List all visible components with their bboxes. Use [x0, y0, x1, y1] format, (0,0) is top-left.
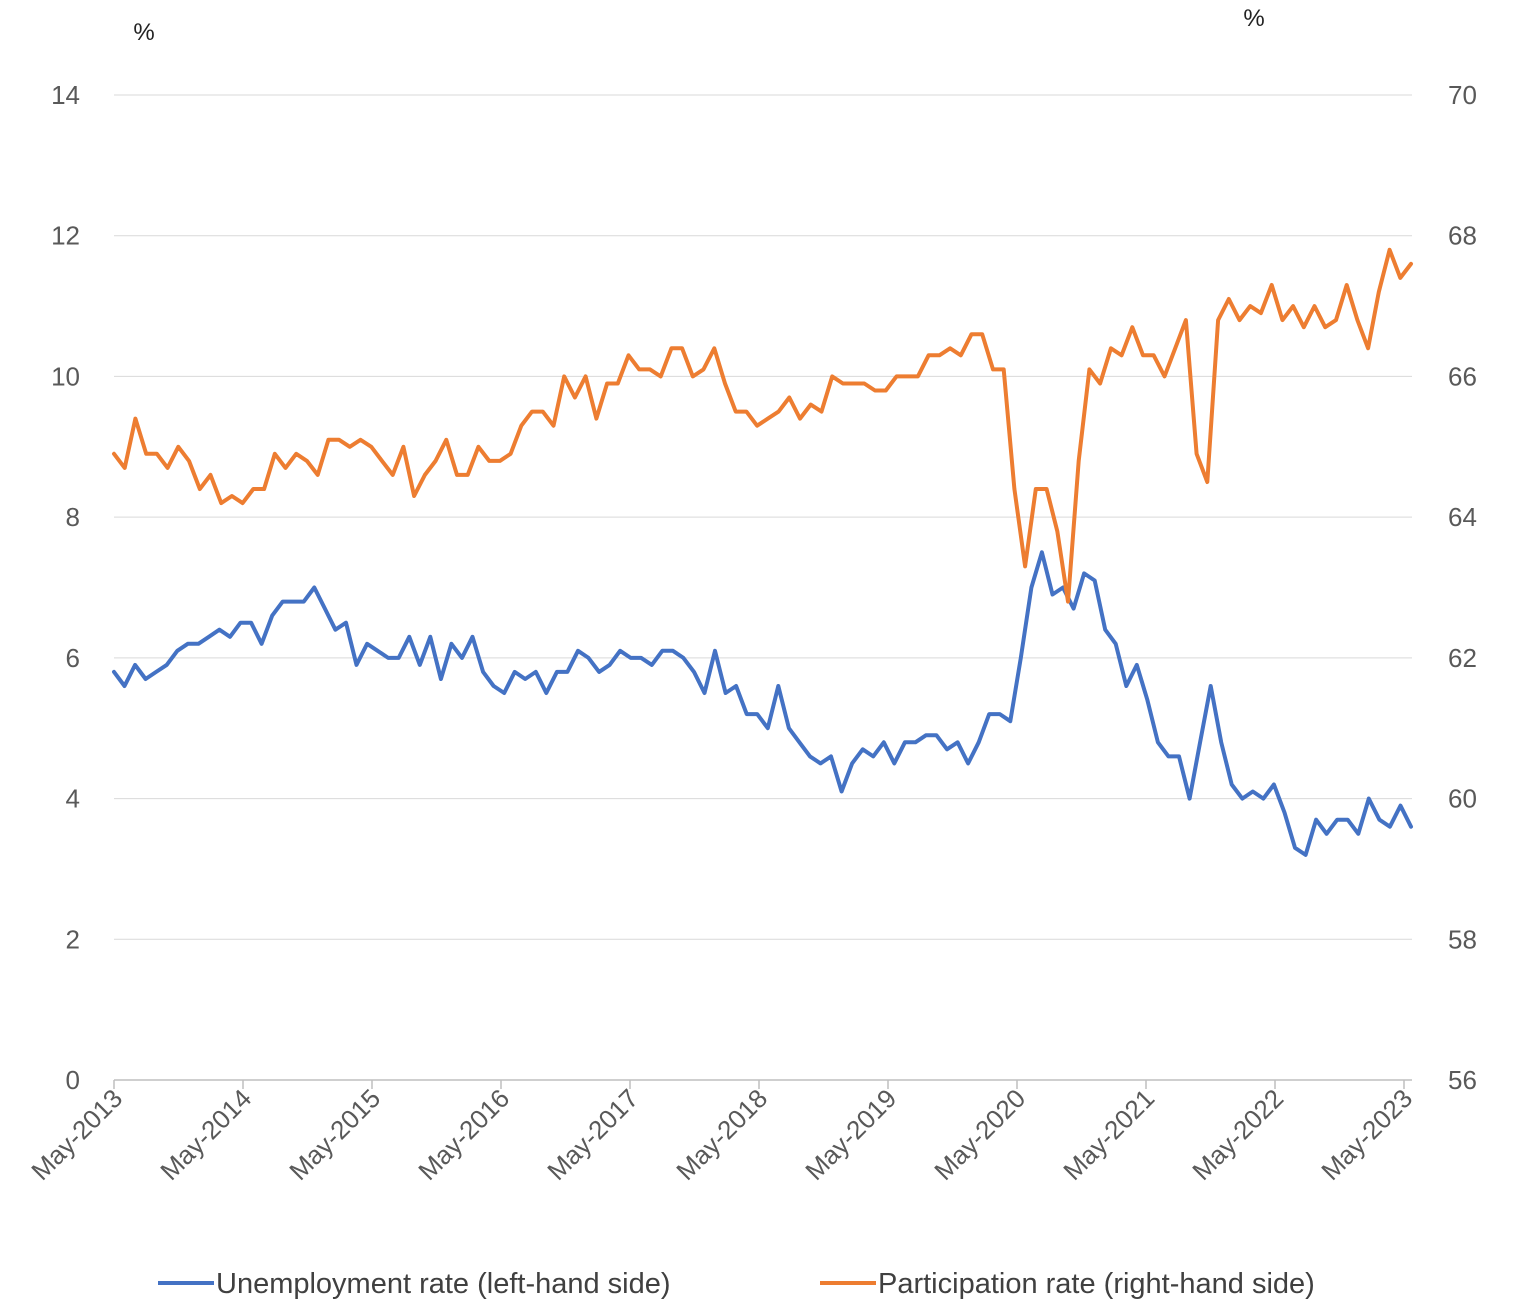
- left-tick-label: 0: [66, 1065, 80, 1095]
- legend-label-participation: Participation rate (right-hand side): [878, 1268, 1315, 1300]
- x-tick-label: May-2017: [541, 1083, 644, 1186]
- legend: Unemployment rate (left-hand side) Parti…: [158, 1268, 1315, 1300]
- right-tick-label: 70: [1448, 80, 1477, 110]
- series-line-participation: [112, 247, 1413, 604]
- legend-label-unemployment: Unemployment rate (left-hand side): [216, 1268, 671, 1300]
- left-tick-label: 10: [51, 361, 80, 391]
- x-tick-label: May-2013: [25, 1083, 128, 1186]
- left-tick-label: 6: [66, 643, 80, 673]
- right-tick-label: 68: [1448, 221, 1477, 251]
- left-tick-label: 2: [66, 924, 80, 954]
- x-tick-label: May-2018: [670, 1083, 773, 1186]
- right-tick-label: 56: [1448, 1065, 1477, 1095]
- series-lines: [112, 247, 1413, 857]
- x-tick-label: May-2014: [154, 1083, 257, 1186]
- gridlines: [114, 94, 1412, 940]
- x-tick-label: May-2023: [1315, 1083, 1418, 1186]
- left-axis-ticks: 0 2 4 6 8 10 12 14: [51, 80, 80, 1095]
- right-tick-label: 66: [1448, 361, 1477, 391]
- left-tick-label: 14: [51, 80, 80, 110]
- x-tick-label: May-2021: [1057, 1083, 1160, 1186]
- x-tick-label: May-2016: [412, 1083, 515, 1186]
- x-axis: May-2013 May-2014 May-2015 May-2016 May-2017…: [25, 1079, 1418, 1186]
- right-tick-label: 60: [1448, 784, 1477, 814]
- left-axis-unit: %: [133, 19, 154, 46]
- left-tick-label: 4: [66, 784, 80, 814]
- left-tick-label: 8: [66, 502, 80, 532]
- x-tick-label: May-2022: [1186, 1083, 1289, 1186]
- right-tick-label: 58: [1448, 924, 1477, 954]
- right-tick-label: 62: [1448, 643, 1477, 673]
- x-tick-label: May-2019: [799, 1083, 902, 1186]
- right-axis-unit: %: [1243, 5, 1264, 32]
- x-tick-label: May-2020: [928, 1083, 1031, 1186]
- series-line-unemployment: [112, 550, 1413, 857]
- x-tick-label: May-2015: [283, 1083, 386, 1186]
- left-tick-label: 12: [51, 221, 80, 251]
- right-axis-ticks: 56 58 60 62 64 66 68 70: [1448, 80, 1477, 1095]
- right-tick-label: 64: [1448, 502, 1477, 532]
